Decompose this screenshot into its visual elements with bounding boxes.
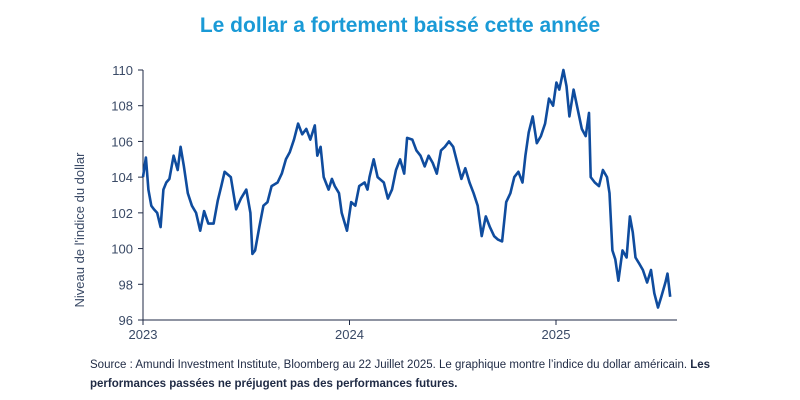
y-tick-label: 102 [111, 206, 133, 221]
series-line-dollar-index [141, 68, 672, 309]
source-text: Source : Amundi Investment Institute, Bl… [90, 359, 691, 371]
chart-title: Le dollar a fortement baissé cette année [199, 14, 601, 37]
y-tick-label: 96 [119, 313, 133, 328]
y-tick-label: 100 [111, 242, 133, 257]
x-tick-label: 2025 [542, 327, 571, 342]
source-note: Source : Amundi Investment Institute, Bl… [90, 356, 770, 394]
y-tick-label: 110 [112, 63, 133, 78]
x-tick-label: 2023 [129, 327, 158, 342]
disclaimer-text: Les performances passées ne préjugent pa… [90, 359, 711, 390]
y-tick-label: 106 [111, 134, 133, 149]
x-tick-label: 2024 [335, 327, 364, 342]
y-tick-label: 104 [111, 170, 133, 185]
y-axis-label: Niveau de l'indice du dollar [72, 152, 87, 308]
y-tick-label: 108 [111, 99, 133, 114]
y-tick-label: 98 [119, 277, 133, 292]
